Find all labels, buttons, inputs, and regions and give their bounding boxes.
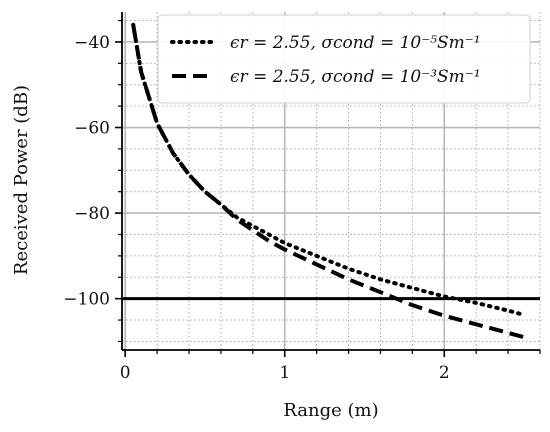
x-axis-label: Range (m) (283, 400, 378, 421)
legend-label-dashed: ϵr = 2.55, σcond = 10⁻³Sm⁻¹ (230, 67, 481, 87)
y-tick-label: −40 (74, 33, 110, 53)
y-tick-label: −60 (74, 119, 110, 139)
tick-labels: 0 1 2 −40 −60 −80 −100 (63, 33, 449, 383)
y-tick-label: −80 (74, 204, 110, 224)
x-tick-label: 0 (120, 363, 131, 383)
series-line-dashed (131, 24, 525, 340)
series-lines (122, 22, 540, 340)
legend-box (157, 14, 531, 104)
legend: ϵr = 2.55, σcond = 10⁻⁵Sm⁻¹ ϵr = 2.55, σ… (157, 14, 531, 104)
y-axis-label: Received Power (dB) (11, 85, 32, 275)
legend-label-dotted: ϵr = 2.55, σcond = 10⁻⁵Sm⁻¹ (230, 33, 481, 53)
x-tick-label: 1 (279, 363, 290, 383)
x-tick-label: 2 (439, 363, 450, 383)
y-tick-label: −100 (63, 290, 110, 310)
axes (115, 12, 541, 357)
